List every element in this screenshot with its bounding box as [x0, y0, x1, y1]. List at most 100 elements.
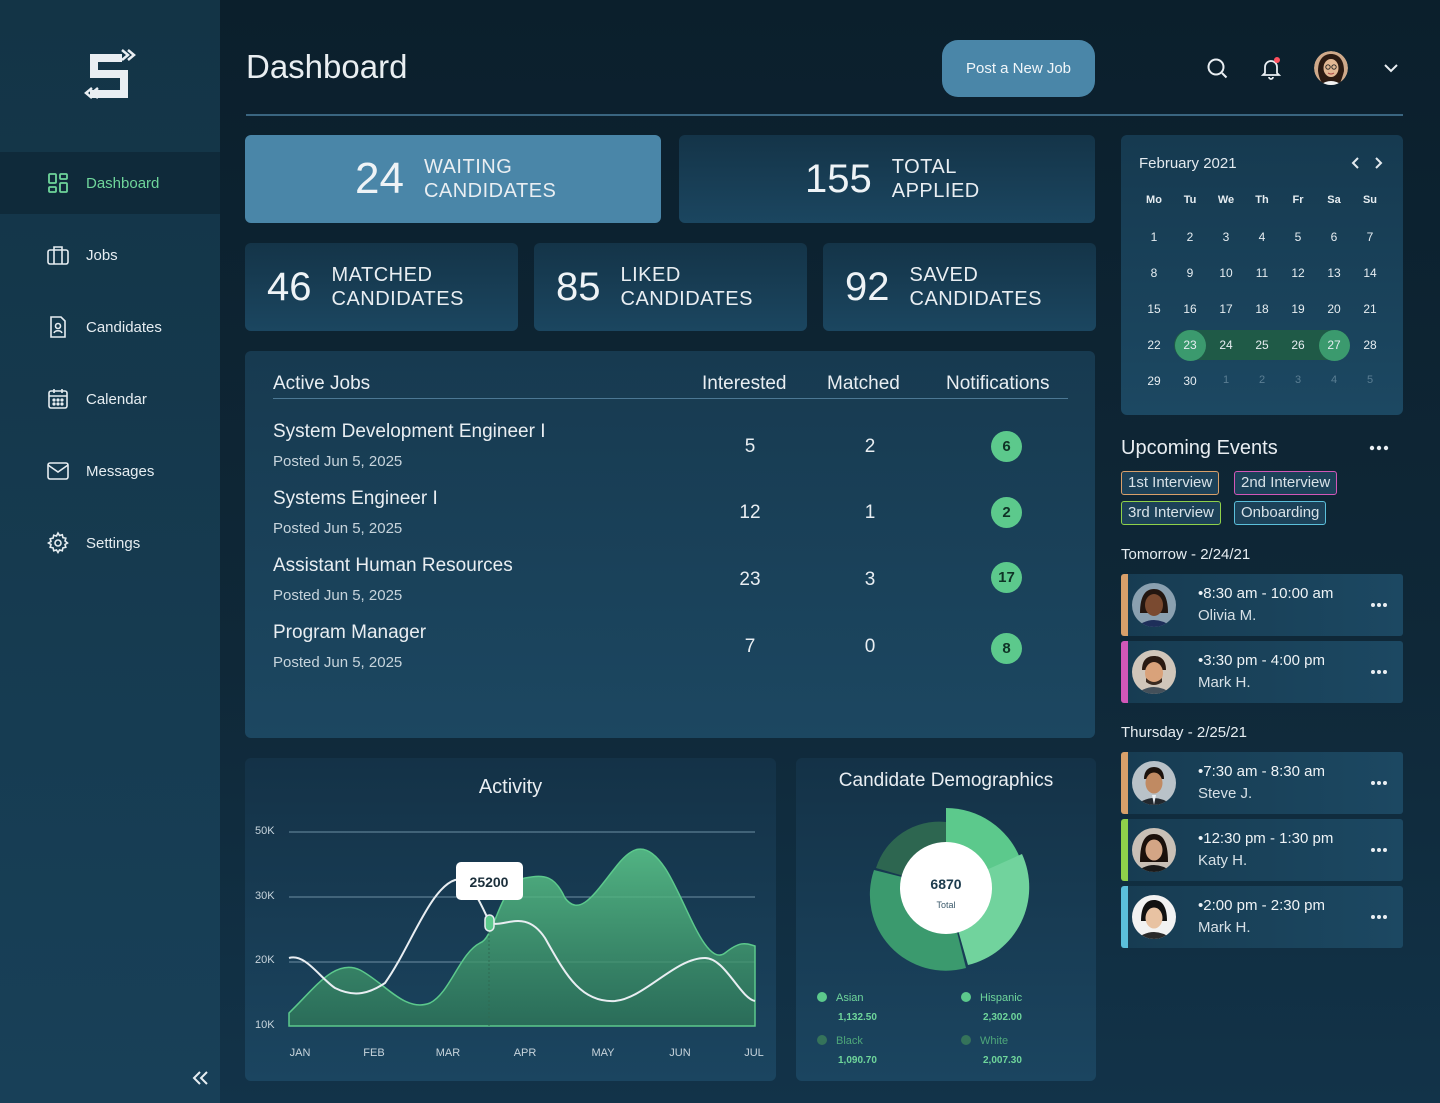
event-card[interactable]: •2:00 pm - 2:30 pm Mark H. [1121, 886, 1403, 948]
more-options-icon[interactable] [1369, 843, 1389, 857]
calendar-day[interactable]: 15 [1147, 302, 1161, 316]
calendar-day[interactable]: 29 [1147, 374, 1161, 388]
table-header-divider [273, 398, 1068, 399]
calendar-day[interactable]: 7 [1366, 230, 1374, 244]
calendar-day[interactable]: 14 [1363, 266, 1377, 280]
sidebar-item-dashboard[interactable]: Dashboard [0, 152, 220, 214]
legend-item-black[interactable]: Black [817, 1035, 863, 1047]
event-card[interactable]: •3:30 pm - 4:00 pm Mark H. [1121, 641, 1403, 703]
stat-card-saved[interactable]: 92 SAVED CANDIDATES [823, 243, 1096, 331]
calendar-day[interactable]: 4 [1330, 374, 1338, 386]
column-header-matched[interactable]: Matched [827, 373, 900, 394]
job-title[interactable]: Systems Engineer I [273, 488, 438, 509]
calendar-day[interactable]: 18 [1255, 302, 1269, 316]
calendar-day[interactable]: 2 [1258, 374, 1266, 386]
avatar[interactable] [1314, 51, 1348, 85]
event-card[interactable]: •8:30 am - 10:00 am Olivia M. [1121, 574, 1403, 636]
calendar-day[interactable]: 25 [1255, 338, 1269, 352]
tooltip-marker[interactable] [484, 914, 495, 932]
calendar-day[interactable]: 6 [1330, 230, 1338, 244]
tag-onboarding[interactable]: Onboarding [1234, 501, 1327, 525]
notification-badge[interactable]: 2 [991, 497, 1022, 528]
calendar-weekday-label: Th [1255, 194, 1269, 206]
stat-card-matched[interactable]: 46 MATCHED CANDIDATES [245, 243, 518, 331]
legend-item-white[interactable]: White [961, 1035, 1008, 1047]
notification-badge[interactable]: 17 [991, 562, 1022, 593]
notification-badge[interactable]: 6 [991, 431, 1022, 462]
notification-badge[interactable]: 8 [991, 633, 1022, 664]
sidebar-item-label: Dashboard [86, 174, 160, 192]
calendar-day[interactable]: 10 [1219, 266, 1233, 280]
calendar-day[interactable]: 20 [1327, 302, 1341, 316]
more-options-icon[interactable] [1369, 776, 1389, 790]
sidebar-item-messages[interactable]: Messages [0, 440, 220, 502]
sidebar-item-jobs[interactable]: Jobs [0, 224, 220, 286]
calendar-day[interactable]: 30 [1183, 374, 1197, 388]
avatar [1132, 583, 1176, 627]
sidebar-item-settings[interactable]: Settings [0, 512, 220, 574]
calendar-day[interactable]: 24 [1219, 338, 1233, 352]
sidebar-item-candidates[interactable]: Candidates [0, 296, 220, 358]
legend-label: Hispanic [980, 992, 1023, 1004]
x-tick-label: MAR [436, 1047, 461, 1059]
more-options-icon[interactable] [1369, 665, 1389, 679]
calendar-day[interactable]: 26 [1291, 338, 1305, 352]
calendar-day[interactable]: 8 [1150, 266, 1158, 280]
more-options-icon[interactable] [1368, 440, 1390, 456]
more-options-icon[interactable] [1369, 598, 1389, 612]
legend-item-asian[interactable]: Asian [817, 992, 864, 1004]
calendar-day[interactable]: 22 [1147, 338, 1161, 352]
event-day-name: Tomorrow [1121, 546, 1187, 563]
calendar-day[interactable]: 17 [1219, 302, 1233, 316]
legend-dot [961, 992, 971, 1002]
event-type-bar [1121, 574, 1128, 636]
calendar-day[interactable]: 9 [1186, 266, 1194, 280]
calendar-day[interactable]: 5 [1294, 230, 1302, 244]
calendar-day[interactable]: 3 [1222, 230, 1230, 244]
double-chevron-left-icon[interactable] [190, 1068, 210, 1088]
tag-2nd-interview[interactable]: 2nd Interview [1234, 471, 1338, 495]
matched-count: 1 [864, 502, 876, 523]
calendar-day[interactable]: 1 [1150, 230, 1158, 244]
tag-3rd-interview[interactable]: 3rd Interview [1121, 501, 1221, 525]
stat-card-applied[interactable]: 155 TOTAL APPLIED [679, 135, 1095, 223]
sidebar-item-calendar[interactable]: Calendar [0, 368, 220, 430]
calendar-day[interactable]: 1 [1222, 374, 1230, 386]
calendar-day[interactable]: 23 [1183, 338, 1197, 352]
calendar-day[interactable]: 3 [1294, 374, 1302, 386]
event-card[interactable]: •12:30 pm - 1:30 pm Katy H. [1121, 819, 1403, 881]
event-day-date: - 2/24/21 [1186, 546, 1251, 563]
post-new-job-button[interactable]: Post a New Job [942, 40, 1095, 97]
event-card[interactable]: •7:30 am - 8:30 am Steve J. [1121, 752, 1403, 814]
calendar-day[interactable]: 4 [1258, 230, 1266, 244]
calendar-day[interactable]: 13 [1327, 266, 1341, 280]
chevron-down-icon[interactable] [1379, 56, 1403, 80]
activity-card: 25200 50K 30K 20K 10K JAN FEB MAR APR MA… [245, 758, 776, 1081]
calendar-day[interactable]: 16 [1183, 302, 1197, 316]
tag-1st-interview[interactable]: 1st Interview [1121, 471, 1220, 495]
job-title[interactable]: Assistant Human Resources [273, 555, 513, 576]
stat-label-line1: SAVED [909, 264, 979, 286]
calendar-day[interactable]: 2 [1186, 230, 1194, 244]
calendar-day[interactable]: 11 [1255, 266, 1269, 280]
calendar-day[interactable]: 27 [1327, 338, 1341, 352]
bell-icon[interactable] [1259, 56, 1283, 80]
calendar-day[interactable]: 19 [1291, 302, 1305, 316]
legend-item-hispanic[interactable]: Hispanic [961, 992, 1022, 1004]
calendar-day[interactable]: 21 [1363, 302, 1377, 316]
calendar-day[interactable]: 5 [1366, 374, 1374, 386]
search-icon[interactable] [1205, 56, 1229, 80]
stat-label: MATCHED CANDIDATES [332, 263, 464, 311]
job-title[interactable]: System Development Engineer I [273, 421, 546, 442]
stat-card-waiting[interactable]: 24 WAITING CANDIDATES [245, 135, 661, 223]
calendar-day[interactable]: 28 [1363, 338, 1377, 352]
column-header-interested[interactable]: Interested [702, 373, 787, 394]
calendar-day[interactable]: 12 [1291, 266, 1305, 280]
job-title[interactable]: Program Manager [273, 622, 427, 643]
chevron-right-icon[interactable] [1371, 155, 1385, 171]
more-options-icon[interactable] [1369, 910, 1389, 924]
chevron-left-icon[interactable] [1349, 155, 1363, 171]
event-person: Mark H. [1198, 919, 1251, 936]
stat-card-liked[interactable]: 85 LIKED CANDIDATES [534, 243, 807, 331]
column-header-notifications[interactable]: Notifications [946, 373, 1050, 394]
